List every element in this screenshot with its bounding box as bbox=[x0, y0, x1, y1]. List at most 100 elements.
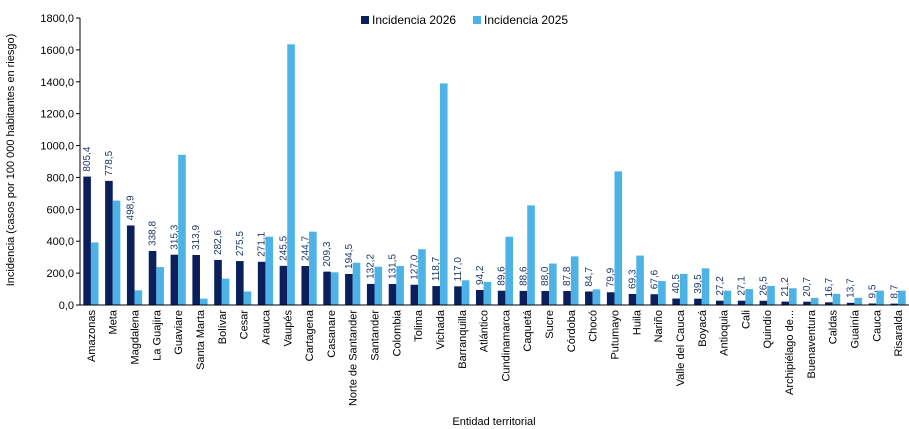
bar-2025 bbox=[352, 262, 361, 305]
x-tick-label: Vichada bbox=[435, 309, 447, 349]
data-label-2026: 21,2 bbox=[780, 277, 791, 297]
bar-2026 bbox=[563, 291, 571, 305]
data-label-2026: 89,6 bbox=[497, 266, 508, 286]
bar-2025 bbox=[614, 171, 623, 305]
data-label-2026: 282,6 bbox=[213, 229, 224, 254]
bar-2025 bbox=[418, 249, 426, 305]
bar-2026 bbox=[345, 273, 353, 305]
bar-2025 bbox=[199, 298, 208, 305]
bar-2026 bbox=[126, 225, 135, 305]
bar-2026 bbox=[868, 303, 877, 305]
data-label-2026: 778,5 bbox=[104, 150, 115, 175]
bar-2025 bbox=[832, 293, 841, 305]
data-label-2026: 27,1 bbox=[737, 276, 748, 296]
y-tick-label: 0,0 bbox=[59, 300, 74, 312]
x-tick-label: Cali bbox=[740, 310, 752, 329]
x-tick-label: Valle del Cauca bbox=[675, 309, 687, 386]
data-label-2026: 8,7 bbox=[889, 284, 900, 298]
x-tick-label: Córdoba bbox=[566, 309, 578, 352]
y-tick-label: 1200,0 bbox=[40, 109, 74, 121]
data-label-2026: 26,5 bbox=[758, 276, 769, 296]
data-label-2026: 127,0 bbox=[409, 254, 420, 279]
data-label-2026: 69,3 bbox=[628, 269, 639, 289]
data-label-2026: 118,7 bbox=[431, 256, 442, 281]
x-tick-label: Bolívar bbox=[217, 310, 229, 345]
x-tick-label: Antioquia bbox=[719, 309, 731, 356]
data-label-2026: 39,5 bbox=[693, 274, 704, 294]
data-label-2026: 131,5 bbox=[388, 254, 399, 279]
y-tick-label: 400,0 bbox=[46, 236, 74, 248]
y-tick-label: 1600,0 bbox=[40, 45, 74, 57]
y-tick-label: 600,0 bbox=[46, 204, 74, 216]
bar-2025 bbox=[265, 236, 274, 305]
bar-2026 bbox=[214, 259, 222, 305]
legend-swatch-2025 bbox=[473, 16, 481, 24]
data-label-2026: 209,3 bbox=[322, 241, 333, 266]
bar-2026 bbox=[148, 250, 157, 305]
bar-2025 bbox=[636, 255, 644, 305]
data-label-2026: 88,0 bbox=[540, 266, 551, 286]
x-tick-label: Sucre bbox=[544, 310, 556, 339]
bar-2026 bbox=[606, 292, 615, 305]
x-tick-label: Nariño bbox=[653, 310, 665, 342]
bar-2025 bbox=[243, 291, 252, 305]
bar-2026 bbox=[388, 284, 397, 305]
bar-2025 bbox=[570, 256, 579, 305]
bar-2026 bbox=[715, 300, 724, 305]
x-tick-label: Guaviare bbox=[173, 310, 185, 355]
data-label-2026: 84,7 bbox=[584, 267, 595, 287]
data-label-2026: 338,8 bbox=[148, 221, 159, 246]
x-tick-label: Barranquilla bbox=[457, 309, 469, 369]
bar-2026 bbox=[890, 303, 899, 305]
bar-2026 bbox=[628, 293, 637, 305]
bar-2025 bbox=[767, 285, 775, 305]
bar-2026 bbox=[170, 254, 179, 305]
x-tick-label: Magdalena bbox=[130, 309, 142, 364]
legend-label-2026: Incidencia 2026 bbox=[372, 13, 456, 27]
x-tick-label: Putumayo bbox=[609, 310, 621, 360]
data-label-2026: 132,2 bbox=[366, 253, 377, 278]
data-labels-group: 805,4 778,5 498,9 338,8 315,3 313,9 282,6 275,5… bbox=[82, 146, 900, 298]
data-label-2026: 94,2 bbox=[475, 265, 486, 285]
x-tick-label: Atlántico bbox=[479, 310, 491, 352]
data-label-2026: 16,7 bbox=[824, 277, 835, 297]
data-label-2026: 88,6 bbox=[518, 266, 529, 286]
x-tick-label: La Guajira bbox=[151, 309, 163, 361]
data-label-2026: 20,7 bbox=[802, 277, 813, 297]
bar-2026 bbox=[846, 302, 855, 305]
x-tick-label: Archipiélago de... bbox=[784, 310, 796, 395]
bar-2025 bbox=[439, 83, 448, 305]
bar-2025 bbox=[178, 154, 186, 305]
bar-2025 bbox=[723, 290, 732, 305]
bar-2025 bbox=[483, 281, 492, 305]
y-tick-label: 1400,0 bbox=[40, 77, 74, 89]
x-tick-label: Santander bbox=[370, 310, 382, 361]
bar-2025 bbox=[679, 273, 688, 305]
x-tick-label: Boyacá bbox=[697, 309, 709, 347]
x-tick-label: Cundinamarca bbox=[500, 309, 512, 381]
x-tick-label: Colombia bbox=[391, 309, 403, 356]
data-label-2026: 313,9 bbox=[191, 224, 202, 249]
bar-2025 bbox=[527, 205, 535, 305]
y-tick-label: 800,0 bbox=[46, 172, 74, 184]
bar-2025 bbox=[309, 231, 317, 305]
data-label-2026: 194,5 bbox=[344, 244, 355, 269]
bar-2026 bbox=[257, 261, 266, 305]
data-label-2026: 117,0 bbox=[453, 257, 464, 282]
bar-2026 bbox=[519, 290, 528, 305]
bar-2026 bbox=[279, 265, 288, 305]
bar-2026 bbox=[192, 254, 200, 305]
x-tick-label: Cesar bbox=[239, 310, 251, 340]
x-tick-label: Caldas bbox=[828, 310, 840, 345]
bar-2025 bbox=[592, 289, 601, 305]
data-label-2026: 27,2 bbox=[715, 276, 726, 296]
x-tick-label: Quindío bbox=[762, 310, 774, 349]
data-label-2026: 315,3 bbox=[169, 224, 180, 249]
x-tick-label: Caquetá bbox=[522, 309, 534, 351]
bar-2026 bbox=[366, 283, 375, 305]
x-tick-label: Norte de Santander bbox=[348, 310, 360, 406]
bar-2026 bbox=[825, 302, 833, 305]
bar-2025 bbox=[112, 200, 121, 305]
x-axis-title: Entidad territorial bbox=[452, 416, 535, 428]
